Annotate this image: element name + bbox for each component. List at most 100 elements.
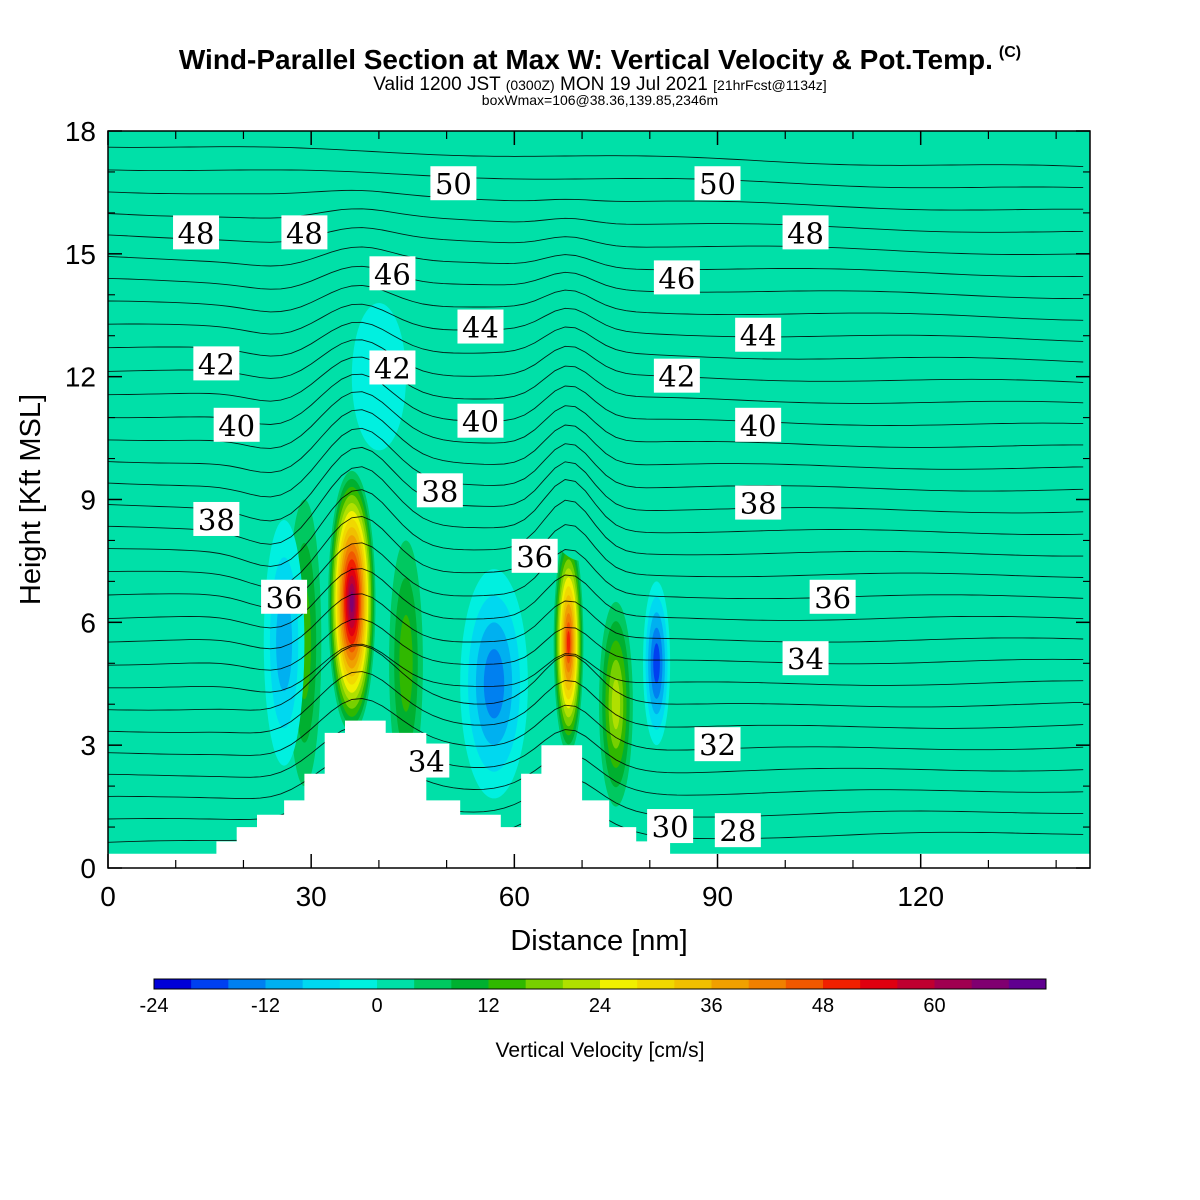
- colorbar-swatch: [1008, 979, 1047, 989]
- colorbar-label: Vertical Velocity [cm/s]: [496, 1039, 705, 1062]
- isoline-label-box: [193, 501, 240, 536]
- theta-isoline: [108, 466, 1084, 545]
- y-axis-label: Height [Kft MSL]: [15, 394, 47, 605]
- theta-isoline: [108, 643, 1084, 693]
- isoline-label: 44: [457, 309, 504, 345]
- isoline-label-text: 32: [699, 728, 736, 762]
- theta-isoline: [108, 227, 1084, 255]
- colorbar-swatch: [525, 979, 564, 989]
- velocity-contour: [276, 594, 293, 692]
- colorbar-swatch: [154, 979, 192, 989]
- isoline-label-box: [369, 256, 416, 291]
- isoline-label-text: 40: [218, 409, 255, 443]
- velocity-cell: [389, 540, 423, 787]
- isoline-label-box: [457, 403, 504, 438]
- chart-title-text: Wind-Parallel Section at Max W: Vertical…: [178, 44, 993, 75]
- theta-isoline: [108, 265, 1084, 300]
- chart-title: Wind-Parallel Section at Max W: Vertical…: [0, 44, 1200, 76]
- velocity-cell: [643, 581, 671, 746]
- velocity-contour: [988, 131, 1057, 295]
- isoline-label-box: [416, 473, 463, 508]
- y-tick-label: 0: [80, 853, 96, 884]
- colorbar-swatch: [637, 979, 675, 989]
- colorbar-swatch: [971, 979, 1010, 989]
- isoline-label-box: [653, 358, 700, 393]
- colorbar-swatch: [600, 979, 638, 989]
- velocity-cell: [599, 601, 633, 807]
- chart-subtitle: Valid 1200 JST (0300Z) MON 19 Jul 2021 […: [0, 74, 1200, 96]
- velocity-cell: [263, 519, 305, 766]
- theta-isoline: [108, 752, 1084, 800]
- isoline-label-text: 36: [814, 581, 851, 615]
- y-tick-label: 9: [80, 485, 96, 516]
- isoline-label: 48: [782, 215, 829, 250]
- isoline-label-box: [694, 727, 741, 762]
- isoline-label-text: 48: [178, 216, 215, 250]
- theta-isoline: [108, 725, 1084, 778]
- colorbar-tick-label: -24: [140, 995, 169, 1017]
- isoline-label-text: 50: [435, 167, 472, 201]
- isoline-label-box: [782, 641, 829, 676]
- isoline-label-text: 36: [516, 540, 553, 574]
- isoline-label-text: 34: [787, 642, 824, 676]
- isoline-label: 42: [193, 346, 240, 381]
- isoline-label-box: [809, 579, 856, 614]
- velocity-cell: [534, 356, 630, 561]
- isoline-label-text: 38: [198, 503, 235, 537]
- isoline-label-text: 42: [374, 351, 411, 385]
- colorbar-swatch: [860, 979, 898, 989]
- isoline-label-text: 44: [462, 311, 499, 345]
- isoline-label-box: [430, 166, 477, 201]
- isoline-labels: 50 50 48 48 48 46 46 44 44 42 42 42 40 40 40 38 38 38 36 36…: [173, 166, 856, 848]
- colorbar-swatch: [897, 979, 935, 989]
- colorbar-swatch: [339, 979, 378, 989]
- isoline-label: 50: [694, 166, 741, 201]
- isoline-label-box: [511, 538, 558, 573]
- theta-isoline: [108, 284, 1084, 321]
- velocity-cell: [553, 532, 584, 754]
- isoline-label-box: [647, 809, 694, 844]
- isoline-label-box: [694, 166, 741, 201]
- y-tick-label: 15: [65, 239, 96, 270]
- isoline-label-text: 50: [699, 167, 736, 201]
- isoline-label-text: 48: [286, 216, 323, 250]
- x-axis-label: Distance [nm]: [510, 925, 687, 957]
- theta-isoline: [108, 146, 1084, 168]
- terrain-profile: [108, 720, 1090, 868]
- theta-isoline: [108, 593, 1084, 650]
- colorbar-swatch: [414, 979, 452, 989]
- forecast-info: [21hrFcst@1134z]: [713, 77, 827, 93]
- isoline-label-text: 48: [787, 216, 824, 250]
- theta-isoline: [108, 391, 1084, 449]
- isoline-label-text: 38: [421, 474, 458, 508]
- valid-date: MON 19 Jul 2021: [560, 74, 708, 95]
- x-tick-label: 120: [897, 881, 944, 912]
- colorbar-swatch: [823, 979, 861, 989]
- theta-isoline: [108, 489, 1084, 567]
- isoline-label-box: [403, 743, 450, 778]
- isoline-label-text: 46: [374, 257, 411, 291]
- velocity-contour: [399, 614, 413, 712]
- isoline-label-box: [457, 309, 504, 344]
- isoline-label: 40: [457, 403, 504, 439]
- theta-isoline: [108, 409, 1084, 474]
- colorbar-swatch: [562, 979, 601, 989]
- theta-isoline: [108, 246, 1084, 278]
- y-tick-label: 18: [65, 116, 96, 147]
- velocity-cell: [175, 131, 285, 234]
- theta-isoline: [108, 373, 1084, 426]
- colorbar-swatch: [451, 979, 489, 989]
- isoline-label-box: [735, 485, 782, 520]
- isoline-label-box: [261, 579, 308, 614]
- terrain: [108, 720, 1090, 868]
- isoline-label-text: 30: [652, 810, 689, 844]
- isoline-label-box: [213, 407, 260, 442]
- colorbar-tick-label: 60: [923, 995, 945, 1017]
- isoline-label: 32: [694, 727, 741, 762]
- colorbar-swatch: [934, 979, 973, 989]
- colorbar-tick-label: 24: [589, 995, 611, 1017]
- x-tick-label: 60: [499, 881, 530, 912]
- isoline-label: 34: [403, 743, 450, 779]
- velocity-contour: [534, 356, 630, 561]
